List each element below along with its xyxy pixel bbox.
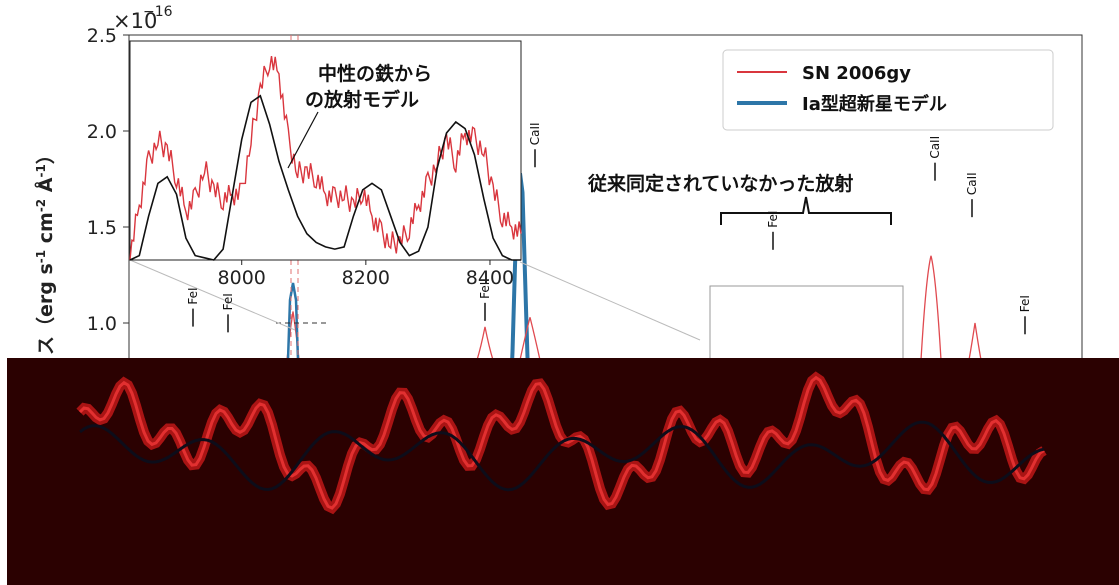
line-label: FeI: [221, 293, 235, 310]
inset-x-axis-ticks: 8000 8200 8400: [218, 260, 514, 289]
y-label-unit-0: （erg s: [34, 263, 57, 336]
line-label: FeII: [478, 278, 492, 299]
legend-label-ia-model: Ia型超新星モデル: [802, 93, 947, 115]
legend-label-sn2006gy: SN 2006gy: [802, 63, 911, 84]
unidentified-emission-annotation: 従来同定されていなかった放射: [587, 172, 853, 195]
legend-box: [722, 49, 1054, 131]
inset-series-sn2006gy: [129, 56, 522, 261]
legend: SN 2006gy Ia型超新星モデル: [722, 49, 1054, 131]
y-tick-label: 2.5: [87, 25, 117, 47]
y-axis-ticks: 2.5 2.0 1.5 1.0: [87, 25, 129, 335]
observed-peak: [519, 317, 541, 361]
spectrogram-red-line: [78, 375, 1045, 510]
y-tick-label: 2.0: [87, 121, 117, 143]
y-label-unit-3: -2: [34, 199, 48, 212]
y-label-unit-2: cm: [35, 212, 57, 250]
inset-connector-1: [129, 259, 296, 331]
spectrogram-red-trace: [76, 371, 1047, 515]
secondary-inset-frame: [709, 285, 904, 361]
y-tick-label: 1.5: [87, 217, 117, 239]
inset-series-iron-model: [129, 94, 521, 261]
y-axis-label: ス（erg s-1 cm-2 Å-1）: [33, 145, 57, 355]
inset-x-tick-label: 8400: [466, 267, 514, 289]
line-label: FeI: [1018, 295, 1032, 312]
line-label: CaII: [928, 136, 942, 159]
y-label-unit-6: ）: [34, 145, 57, 164]
y-label-unit-5: -1: [34, 164, 48, 177]
line-label: FeI: [766, 211, 780, 228]
inset-connector-2: [519, 261, 701, 341]
observed-peak: [920, 255, 942, 361]
y-label-unit-1: -1: [34, 250, 48, 263]
line-label: CaII: [965, 172, 979, 195]
inset-annotation-line2: の放射モデル: [305, 88, 419, 111]
svg-text:ス（erg s-1 cm-2 Å-1）: ス（erg s-1 cm-2 Å-1）: [33, 145, 57, 355]
line-label: CaII: [528, 122, 542, 145]
observed-peak: [476, 326, 494, 361]
spectrogram-model-trace: [79, 420, 1045, 492]
y-scale-exponent: −16: [143, 4, 173, 20]
inset-annotation-line1: 中性の鉄から: [318, 62, 432, 85]
y-label-unit-4: Å: [33, 177, 57, 199]
unidentified-emission-bracket: [720, 196, 892, 225]
line-label: FeI: [186, 287, 200, 304]
inset-annotation-pointer: [287, 111, 319, 169]
spectrogram-band: [7, 358, 1119, 585]
model-peak: [286, 282, 300, 361]
inset-x-tick-label: 8000: [218, 267, 266, 289]
inset-frame: [129, 40, 522, 261]
series-sn2006gy-main: [286, 255, 982, 361]
y-scale-base: ×10: [113, 9, 157, 33]
inset-x-tick-label: 8200: [342, 267, 390, 289]
y-label-visible: ス: [35, 336, 57, 355]
y-tick-label: 1.0: [87, 313, 117, 335]
inset-plot: 8000 8200 8400 中性の鉄から の放射モデル: [129, 40, 522, 289]
observed-peak: [968, 322, 982, 361]
